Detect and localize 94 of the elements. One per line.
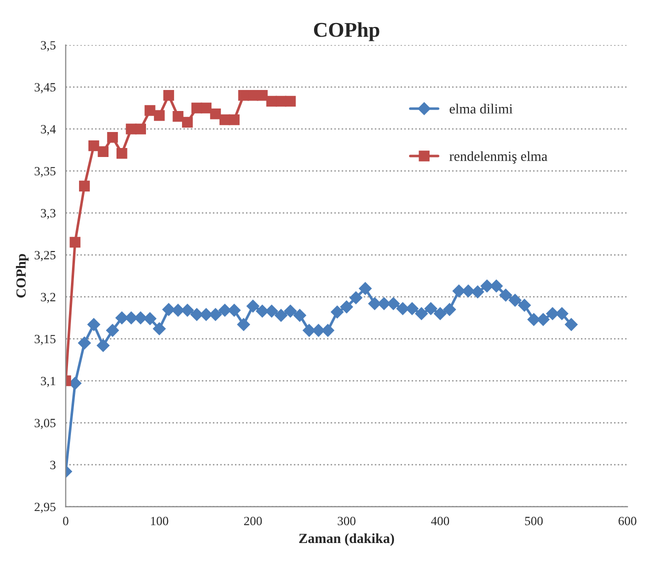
point — [490, 280, 503, 292]
point — [256, 90, 268, 101]
point — [340, 300, 353, 314]
y-tick-label: 3,35 — [34, 167, 56, 178]
point — [536, 313, 550, 326]
point — [228, 114, 240, 126]
point — [246, 300, 260, 312]
point — [124, 311, 138, 324]
point — [508, 294, 522, 307]
point — [518, 298, 531, 312]
point — [564, 318, 578, 331]
y-tick-label: 3,2 — [40, 292, 56, 304]
point — [330, 306, 344, 318]
point — [386, 297, 400, 310]
point — [163, 90, 174, 101]
point — [237, 318, 250, 331]
point — [284, 304, 297, 318]
y-tick-label: 3,3 — [40, 208, 56, 220]
point — [209, 308, 222, 321]
point — [180, 304, 194, 317]
x-tick-label: 400 — [431, 516, 450, 526]
chart-title: COPhp — [314, 22, 380, 42]
y-axis-title: COPhp — [16, 254, 29, 298]
point — [200, 102, 212, 114]
x-tick-label: 600 — [618, 516, 636, 526]
point — [443, 303, 456, 316]
x-tick-label: 300 — [338, 516, 356, 526]
point — [248, 90, 258, 101]
point — [293, 308, 306, 322]
point — [88, 140, 100, 152]
point — [378, 297, 390, 310]
point — [406, 302, 419, 316]
point — [238, 90, 249, 101]
point — [555, 307, 568, 320]
point — [200, 308, 213, 321]
point — [70, 236, 80, 248]
point — [499, 288, 512, 302]
point — [78, 336, 91, 350]
point — [79, 180, 90, 192]
legend-label: elma dilimi — [450, 104, 513, 114]
point — [228, 304, 241, 317]
y-tick-label: 3,4 — [40, 125, 56, 136]
x-tick-label: 500 — [525, 516, 543, 526]
y-tick-label: 3 — [50, 460, 56, 470]
point — [182, 116, 193, 128]
point — [274, 308, 288, 322]
y-tick-label: 3,45 — [34, 83, 56, 94]
point — [312, 324, 325, 337]
point — [265, 304, 278, 318]
point — [480, 280, 494, 292]
point — [152, 322, 166, 336]
point — [172, 111, 184, 122]
point — [471, 285, 484, 298]
point — [396, 302, 410, 316]
point — [415, 307, 428, 320]
point — [256, 304, 269, 318]
x-tick-label: 200 — [244, 516, 262, 526]
x-tick-label: 0 — [63, 516, 68, 526]
point — [115, 311, 128, 324]
legend-label: rendelenmiş elma — [449, 151, 548, 164]
point — [368, 297, 382, 310]
point — [218, 304, 232, 317]
point — [162, 303, 176, 316]
y-tick-label: 3,15 — [34, 334, 56, 346]
y-tick-label: 3,05 — [34, 418, 56, 430]
point — [434, 307, 447, 320]
point — [134, 311, 148, 324]
point — [144, 312, 156, 326]
y-tick-label: 3,5 — [40, 41, 56, 52]
point — [96, 339, 110, 352]
point — [358, 282, 372, 295]
y-tick-label: 3,1 — [40, 376, 56, 388]
x-axis-title: Zaman (dakika) — [299, 533, 394, 546]
point — [144, 105, 156, 116]
point — [154, 110, 165, 121]
point — [135, 124, 146, 134]
y-tick-label: 2,95 — [34, 502, 56, 513]
point — [210, 108, 221, 120]
point — [462, 284, 475, 298]
x-tick-label: 100 — [151, 516, 168, 526]
point — [527, 313, 540, 326]
point — [302, 324, 316, 337]
point — [98, 146, 109, 158]
y-tick-label: 3,25 — [34, 250, 56, 262]
point — [285, 96, 296, 107]
point — [321, 324, 334, 337]
point — [350, 291, 362, 304]
point — [107, 132, 118, 143]
point — [106, 324, 119, 337]
point — [87, 318, 100, 331]
point — [546, 307, 559, 320]
point — [424, 302, 438, 316]
point — [116, 148, 128, 159]
point — [191, 102, 202, 114]
